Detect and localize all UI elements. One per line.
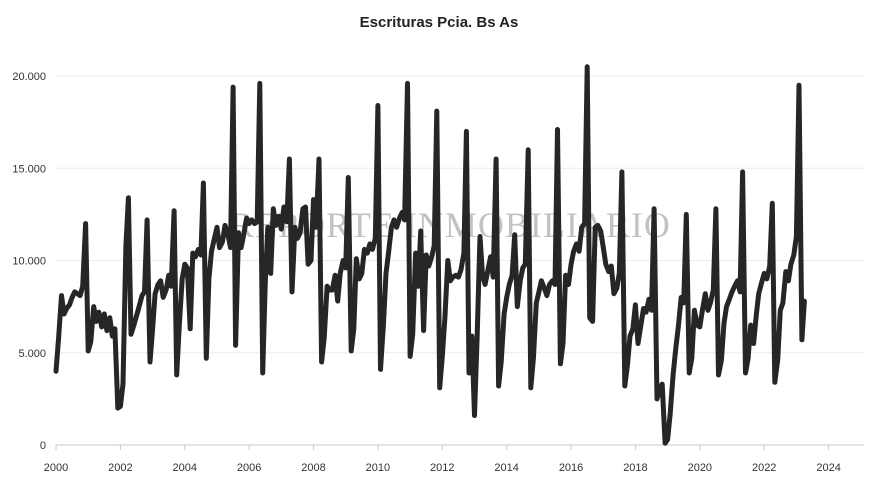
chart-title: Escrituras Pcia. Bs As: [359, 14, 519, 31]
series-line-0: [53, 64, 807, 446]
x-tick-label-6: 2012: [430, 462, 454, 474]
x-tick-label-9: 2018: [623, 462, 647, 474]
x-tick-label-4: 2008: [301, 462, 325, 474]
x-tick-label-12: 2024: [816, 462, 840, 474]
series-group: [53, 64, 807, 446]
y-tick-label-2: 10.000: [12, 256, 46, 268]
x-tick-label-8: 2016: [559, 462, 583, 474]
y-tick-label-4: 20.000: [12, 71, 46, 83]
x-tick-label-10: 2020: [688, 462, 712, 474]
y-tick-label-0: 0: [40, 440, 46, 452]
x-tick-label-5: 2010: [366, 462, 390, 474]
x-tick-label-7: 2014: [494, 462, 518, 474]
x-tick-label-1: 2002: [108, 462, 132, 474]
x-tick-label-11: 2022: [752, 462, 776, 474]
x-tick-label-2: 2004: [173, 462, 197, 474]
x-tick-label-3: 2006: [237, 462, 261, 474]
x-axis-ticks: 2000 2002 2004 2006 2008 2010 2012 2014 2016 2018…: [44, 445, 841, 474]
x-tick-label-0: 2000: [44, 462, 68, 474]
y-tick-label-3: 15.000: [12, 163, 46, 175]
y-axis-ticks: 0 5.000 10.000 15.000 20.000: [12, 71, 46, 452]
y-tick-label-1: 5.000: [18, 348, 46, 360]
